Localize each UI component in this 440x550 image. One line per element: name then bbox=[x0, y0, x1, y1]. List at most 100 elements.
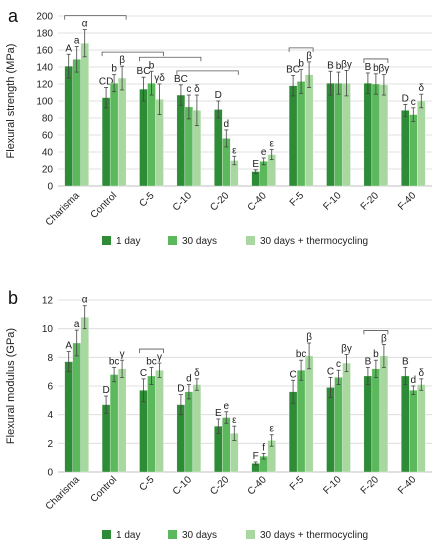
bar-day30 bbox=[371, 368, 381, 473]
significance-label: BC bbox=[137, 66, 151, 77]
significance-label: c bbox=[186, 84, 191, 95]
significance-label: d bbox=[186, 374, 192, 385]
bar-thermo bbox=[342, 83, 351, 187]
bar-thermo bbox=[80, 317, 89, 473]
significance-label: bc bbox=[146, 356, 157, 367]
significance-label: ε bbox=[232, 145, 237, 156]
significance-bracket bbox=[139, 348, 164, 354]
bar-thermo bbox=[117, 368, 127, 473]
bar-day1 bbox=[251, 171, 260, 187]
significance-label: B bbox=[365, 62, 372, 73]
bar-thermo bbox=[155, 370, 164, 473]
y-tick-label: 200 bbox=[36, 12, 53, 23]
bar-thermo bbox=[304, 355, 314, 473]
y-tick-label: 60 bbox=[42, 131, 54, 142]
x-tick-label: C-40 bbox=[246, 190, 269, 213]
significance-bracket bbox=[363, 330, 389, 335]
bar-thermo bbox=[379, 355, 389, 473]
significance-label: C bbox=[327, 366, 334, 377]
bar-thermo bbox=[417, 100, 426, 187]
bar-day1 bbox=[64, 361, 73, 473]
bar-day30 bbox=[334, 83, 343, 187]
bar-day30 bbox=[109, 83, 119, 187]
x-tick-label: F-5 bbox=[288, 474, 307, 493]
x-tick-label: Control bbox=[89, 190, 120, 221]
y-tick-label: 120 bbox=[36, 80, 53, 91]
significance-bracket bbox=[139, 56, 202, 62]
x-tick-label: C-5 bbox=[137, 474, 156, 493]
bar-day1 bbox=[101, 97, 111, 187]
panel-label: a bbox=[8, 6, 19, 26]
y-tick-label: 6 bbox=[47, 382, 53, 393]
significance-label: B bbox=[327, 60, 334, 71]
x-tick-label: C-5 bbox=[137, 190, 156, 209]
y-tick-label: 12 bbox=[42, 296, 54, 307]
bar-day1 bbox=[288, 85, 298, 187]
bar-day30 bbox=[296, 81, 306, 187]
bar-day30 bbox=[147, 83, 156, 187]
significance-label: D bbox=[177, 384, 184, 395]
bar-day30 bbox=[222, 417, 231, 473]
significance-label: A bbox=[65, 43, 72, 54]
significance-label: γδ bbox=[154, 73, 165, 84]
y-tick-label: 160 bbox=[36, 46, 53, 57]
bar-day1 bbox=[363, 83, 373, 187]
significance-label: f bbox=[262, 442, 265, 453]
significance-label: γ bbox=[120, 349, 125, 360]
significance-label: BC bbox=[174, 74, 188, 85]
bar-thermo bbox=[117, 77, 127, 187]
bar-day1 bbox=[139, 390, 148, 473]
bar-day30 bbox=[371, 83, 381, 187]
significance-label: δ bbox=[194, 368, 200, 379]
y-tick-label: 2 bbox=[47, 439, 53, 450]
bar-day30 bbox=[72, 59, 81, 187]
legend-label: 1 day bbox=[116, 530, 140, 541]
flexural-modulus-chart: b Flexural modulus (GPa) 0 2 4 6 8 10 12 Aa α Chari… bbox=[5, 288, 432, 541]
significance-label: CD bbox=[99, 76, 113, 87]
significance-label: ε bbox=[232, 415, 237, 426]
y-tick-label: 0 bbox=[47, 182, 53, 193]
significance-label: E bbox=[252, 159, 259, 170]
significance-label: e bbox=[261, 147, 267, 158]
x-tick-label: C-10 bbox=[171, 190, 194, 213]
significance-label: B bbox=[402, 356, 409, 367]
significance-label: β bbox=[306, 51, 312, 62]
x-tick-label: F-10 bbox=[321, 190, 344, 213]
legend-swatch-day30 bbox=[168, 236, 177, 245]
significance-label: a bbox=[74, 319, 80, 330]
x-tick-label: Charisma bbox=[44, 190, 82, 228]
y-tick-label: 10 bbox=[42, 324, 54, 335]
x-tick-label: F-10 bbox=[321, 474, 344, 497]
significance-label: δ bbox=[194, 84, 200, 95]
significance-label: δ bbox=[419, 83, 425, 94]
bar-day1 bbox=[363, 375, 373, 473]
y-tick-label: 4 bbox=[47, 410, 53, 421]
legend-label: 30 days + thermocycling bbox=[260, 236, 368, 247]
significance-label: βγ bbox=[379, 64, 390, 75]
significance-label: d bbox=[224, 119, 230, 130]
bar-day1 bbox=[139, 88, 148, 187]
bar-day1 bbox=[401, 110, 410, 187]
significance-label: α bbox=[82, 19, 88, 30]
significance-label: δ bbox=[419, 368, 425, 379]
significance-label: b bbox=[149, 60, 155, 71]
bar-thermo bbox=[379, 84, 389, 187]
bar-day1 bbox=[326, 387, 335, 473]
x-tick-label: F-5 bbox=[288, 190, 307, 209]
flexural-strength-chart: a Flexural strength (MPa) 0 20 40 60 80 100 120 1… bbox=[5, 6, 432, 247]
significance-label: B bbox=[365, 356, 372, 367]
significance-label: F bbox=[253, 451, 259, 462]
significance-label: c bbox=[411, 97, 416, 108]
bar-day30 bbox=[184, 391, 194, 473]
x-tick-label: C-20 bbox=[208, 190, 231, 213]
significance-label: α bbox=[82, 295, 88, 306]
significance-label: β bbox=[306, 332, 312, 343]
y-axis-title: Flexural modulus (GPa) bbox=[5, 328, 17, 444]
y-tick-label: 100 bbox=[36, 97, 53, 108]
significance-label: b bbox=[336, 61, 342, 72]
bar-day30 bbox=[409, 390, 418, 473]
significance-bracket bbox=[176, 70, 239, 75]
x-tick-label: C-10 bbox=[171, 474, 194, 497]
significance-label: β bbox=[381, 333, 387, 344]
